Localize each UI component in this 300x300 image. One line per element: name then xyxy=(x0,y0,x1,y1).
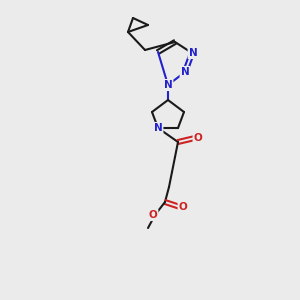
Text: O: O xyxy=(194,133,202,143)
Text: O: O xyxy=(148,210,158,220)
Text: N: N xyxy=(164,80,172,90)
Text: N: N xyxy=(181,67,189,77)
Text: N: N xyxy=(189,48,197,58)
Text: O: O xyxy=(178,202,188,212)
Text: N: N xyxy=(154,123,162,133)
